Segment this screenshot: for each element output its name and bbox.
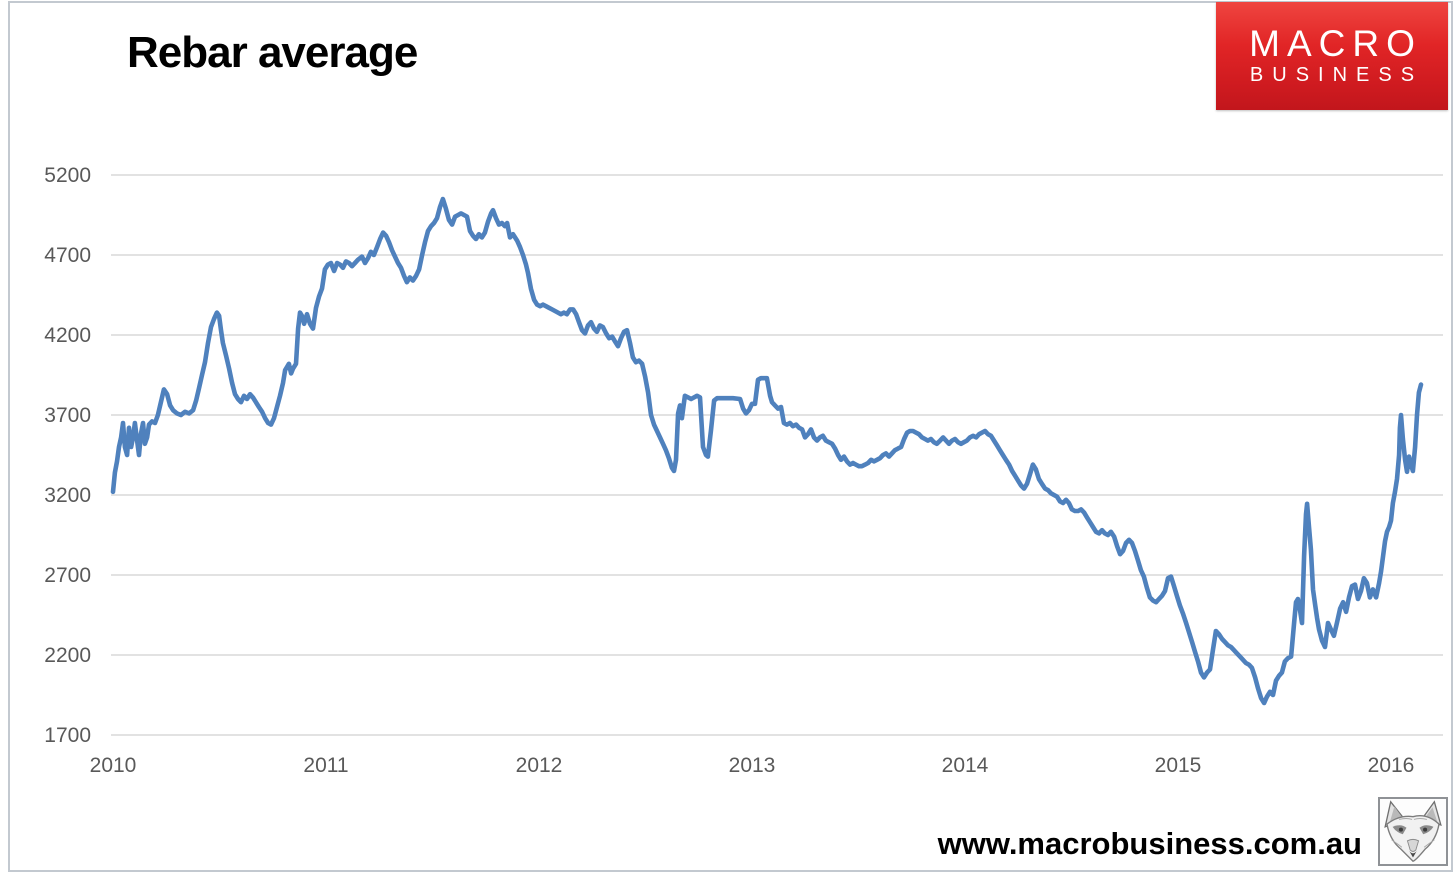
x-tick-label-2016: 2016: [1368, 754, 1415, 777]
y-tick-label-5200: 5200: [44, 164, 91, 187]
x-tick-label-2014: 2014: [942, 754, 989, 777]
logo-text-macro: MACRO: [1249, 22, 1422, 64]
y-tick-label-3700: 3700: [44, 404, 91, 427]
wolf-logo: [1378, 797, 1448, 866]
y-tick-label-1700: 1700: [44, 724, 91, 747]
macrobusiness-logo: MACRO BUSINESS: [1216, 2, 1448, 110]
wolf-head-sketch: [1380, 799, 1446, 864]
y-tick-label-2700: 2700: [44, 564, 91, 587]
y-tick-label-2200: 2200: [44, 644, 91, 667]
y-tick-label-4700: 4700: [44, 244, 91, 267]
y-tick-label-3200: 3200: [44, 484, 91, 507]
website-url: www.macrobusiness.com.au: [937, 826, 1362, 861]
y-tick-label-4200: 4200: [44, 324, 91, 347]
logo-text-business: BUSINESS: [1249, 64, 1424, 87]
x-tick-label-2010: 2010: [90, 754, 137, 777]
x-tick-label-2015: 2015: [1155, 754, 1202, 777]
x-tick-label-2013: 2013: [729, 754, 776, 777]
chart-title: Rebar average: [127, 28, 418, 77]
series-line-rebar-average: [110, 196, 1424, 706]
x-tick-label-2012: 2012: [516, 754, 563, 777]
x-tick-label-2011: 2011: [303, 754, 348, 777]
